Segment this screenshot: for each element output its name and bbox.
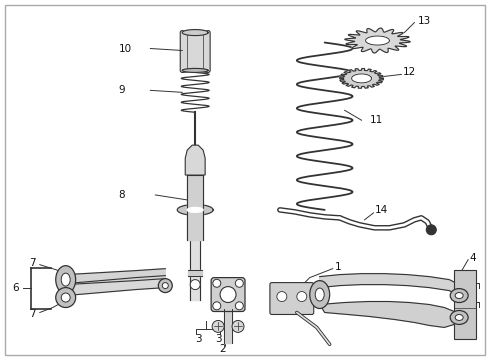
Polygon shape (187, 175, 203, 240)
FancyBboxPatch shape (270, 283, 314, 315)
Polygon shape (187, 207, 203, 212)
Circle shape (213, 279, 221, 287)
Polygon shape (340, 68, 384, 88)
Ellipse shape (455, 293, 463, 298)
Polygon shape (319, 302, 459, 328)
FancyBboxPatch shape (5, 5, 485, 355)
Text: 9: 9 (119, 85, 125, 95)
Text: 8: 8 (119, 190, 125, 200)
Circle shape (220, 287, 236, 302)
Text: 13: 13 (417, 15, 431, 26)
Text: 6: 6 (13, 283, 19, 293)
Ellipse shape (56, 288, 75, 307)
Circle shape (277, 292, 287, 302)
FancyBboxPatch shape (454, 270, 476, 339)
Ellipse shape (56, 266, 75, 293)
Ellipse shape (450, 310, 468, 324)
FancyBboxPatch shape (180, 31, 210, 72)
Text: 5: 5 (469, 288, 476, 298)
Polygon shape (345, 28, 410, 53)
Text: 5: 5 (469, 306, 476, 316)
Circle shape (232, 320, 244, 332)
Ellipse shape (450, 289, 468, 302)
Polygon shape (177, 204, 213, 215)
Ellipse shape (162, 283, 168, 289)
Polygon shape (66, 269, 165, 285)
Text: 11: 11 (369, 115, 383, 125)
Text: 2: 2 (219, 345, 225, 354)
Polygon shape (190, 240, 200, 300)
Polygon shape (182, 30, 208, 36)
Polygon shape (366, 36, 390, 45)
Text: 14: 14 (374, 205, 388, 215)
Circle shape (190, 280, 200, 289)
Circle shape (297, 292, 307, 302)
Text: 1: 1 (335, 262, 341, 272)
Polygon shape (224, 309, 232, 343)
Text: 10: 10 (119, 44, 132, 54)
Ellipse shape (310, 280, 330, 309)
Polygon shape (319, 274, 459, 296)
Text: 7: 7 (29, 258, 36, 268)
Polygon shape (66, 276, 165, 296)
Polygon shape (182, 68, 208, 72)
Circle shape (213, 302, 221, 310)
Circle shape (212, 320, 224, 332)
Text: 3: 3 (215, 334, 221, 345)
Polygon shape (352, 74, 371, 83)
Circle shape (235, 279, 244, 287)
Polygon shape (188, 270, 202, 276)
Circle shape (235, 302, 244, 310)
Text: 12: 12 (402, 67, 416, 77)
Ellipse shape (61, 293, 70, 302)
Ellipse shape (315, 288, 324, 301)
Polygon shape (185, 145, 205, 175)
Text: 3: 3 (195, 334, 201, 345)
Ellipse shape (61, 273, 70, 286)
Ellipse shape (455, 315, 463, 320)
Circle shape (426, 225, 436, 235)
Text: 4: 4 (469, 253, 476, 263)
FancyBboxPatch shape (211, 278, 245, 311)
Text: 7: 7 (29, 310, 36, 319)
Ellipse shape (158, 279, 172, 293)
